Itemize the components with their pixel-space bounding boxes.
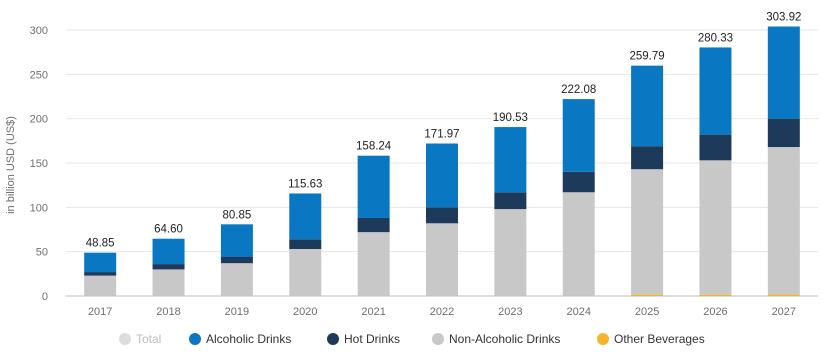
legend-label: Hot Drinks (344, 332, 400, 346)
total-data-label: 80.85 (223, 209, 252, 221)
x-tick-label: 2025 (635, 306, 659, 318)
y-tick-label: 50 (36, 247, 48, 259)
x-axis-ticks: 2017 2018 2019 2020 2021 2022 2023 2024 2025 2026… (88, 306, 796, 318)
bar-segment-non-alcoholic-drinks[interactable] (357, 232, 390, 296)
x-tick-label: 2018 (156, 306, 180, 318)
bar-segment-non-alcoholic-drinks[interactable] (152, 269, 185, 296)
x-tick-label: 2022 (430, 306, 454, 318)
bar-segment-alcoholic-drinks[interactable] (562, 99, 595, 172)
total-data-label: 115.63 (288, 178, 322, 190)
bar-segment-hot-drinks[interactable] (494, 192, 527, 210)
total-data-label: 158.24 (356, 141, 392, 153)
legend-dot-icon (597, 333, 609, 345)
legend-label: Total (136, 332, 161, 346)
y-axis-label: in billion USD (US$) (5, 116, 17, 214)
total-data-label: 190.53 (493, 112, 528, 124)
y-tick-label: 250 (30, 69, 48, 81)
bar-segment-hot-drinks[interactable] (152, 264, 185, 270)
x-tick-label: 2020 (293, 306, 317, 318)
bar-segment-alcoholic-drinks[interactable] (220, 224, 253, 257)
bar-segment-alcoholic-drinks[interactable] (426, 143, 458, 208)
bar-segment-hot-drinks[interactable] (84, 272, 117, 276)
y-tick-label: 0 (42, 291, 48, 303)
bar-segment-hot-drinks[interactable] (220, 256, 253, 264)
bar-segment-hot-drinks[interactable] (562, 171, 595, 193)
y-tick-label: 100 (30, 202, 48, 214)
bar-segment-non-alcoholic-drinks[interactable] (426, 223, 458, 296)
bar-segment-alcoholic-drinks[interactable] (84, 252, 117, 273)
total-data-label: 303.92 (766, 12, 801, 24)
bar-segment-hot-drinks[interactable] (631, 146, 664, 170)
bar-segment-other-beverages[interactable] (631, 294, 664, 296)
y-tick-label: 200 (30, 114, 48, 126)
total-data-label: 171.97 (424, 129, 459, 141)
bar-segment-hot-drinks[interactable] (426, 207, 458, 224)
total-data-label: 280.33 (698, 32, 733, 44)
bar-segment-alcoholic-drinks[interactable] (289, 193, 322, 240)
x-tick-label: 2019 (225, 306, 249, 318)
legend-dot-icon (432, 333, 444, 345)
bar-segment-non-alcoholic-drinks[interactable] (494, 209, 527, 296)
bars (84, 26, 800, 296)
legend-dot-icon (189, 333, 201, 345)
x-tick-label: 2023 (498, 306, 522, 318)
legend-item-non-alcoholic-drinks[interactable]: Non-Alcoholic Drinks (432, 332, 560, 346)
bar-segment-non-alcoholic-drinks[interactable] (84, 275, 117, 296)
y-tick-label: 300 (30, 25, 48, 37)
legend-dot-icon (119, 333, 131, 345)
x-tick-label: 2021 (361, 306, 385, 318)
total-data-label: 222.08 (561, 84, 596, 96)
bar-segment-other-beverages[interactable] (767, 294, 800, 296)
bar-segment-hot-drinks[interactable] (767, 118, 800, 148)
legend-dot-icon (327, 333, 339, 345)
bar-segment-non-alcoholic-drinks[interactable] (220, 263, 253, 296)
legend-item-hot-drinks[interactable]: Hot Drinks (327, 332, 400, 346)
x-tick-label: 2026 (703, 306, 727, 318)
bar-segment-alcoholic-drinks[interactable] (152, 238, 185, 265)
bar-segment-other-beverages[interactable] (699, 294, 732, 296)
bar-segment-hot-drinks[interactable] (699, 134, 732, 161)
x-tick-label: 2017 (88, 306, 112, 318)
bar-segment-alcoholic-drinks[interactable] (494, 127, 527, 193)
legend-item-total[interactable]: Total (119, 332, 161, 346)
total-data-label: 64.60 (154, 224, 183, 236)
bar-segment-alcoholic-drinks[interactable] (767, 26, 800, 119)
y-tick-label: 150 (30, 158, 48, 170)
total-data-label: 48.85 (86, 238, 115, 250)
bar-segment-alcoholic-drinks[interactable] (357, 155, 390, 218)
legend-label: Non-Alcoholic Drinks (449, 332, 560, 346)
bar-segment-hot-drinks[interactable] (289, 239, 322, 250)
y-axis-ticks: 0 50 100 150 200 250 300 (30, 25, 48, 303)
bar-segment-non-alcoholic-drinks[interactable] (289, 249, 322, 296)
bar-segment-non-alcoholic-drinks[interactable] (767, 147, 800, 295)
bar-segment-non-alcoholic-drinks[interactable] (562, 192, 595, 296)
legend-item-alcoholic-drinks[interactable]: Alcoholic Drinks (189, 332, 291, 346)
x-tick-label: 2027 (772, 306, 796, 318)
legend-item-other-beverages[interactable]: Other Beverages (597, 332, 705, 346)
x-tick-label: 2024 (566, 306, 590, 318)
legend: Total Alcoholic Drinks Hot Drinks Non-Alcoh… (119, 332, 705, 346)
legend-label: Alcoholic Drinks (206, 332, 291, 346)
bar-segment-alcoholic-drinks[interactable] (631, 65, 664, 147)
total-data-label: 259.79 (629, 51, 664, 63)
legend-label: Other Beverages (614, 332, 705, 346)
bar-segment-non-alcoholic-drinks[interactable] (631, 169, 664, 295)
bar-segment-alcoholic-drinks[interactable] (699, 47, 732, 135)
data-labels: 48.85 64.60 80.85 115.63 158.24 171.97 190.53 2… (86, 12, 802, 250)
bar-segment-non-alcoholic-drinks[interactable] (699, 160, 732, 295)
bar-segment-hot-drinks[interactable] (357, 217, 390, 233)
